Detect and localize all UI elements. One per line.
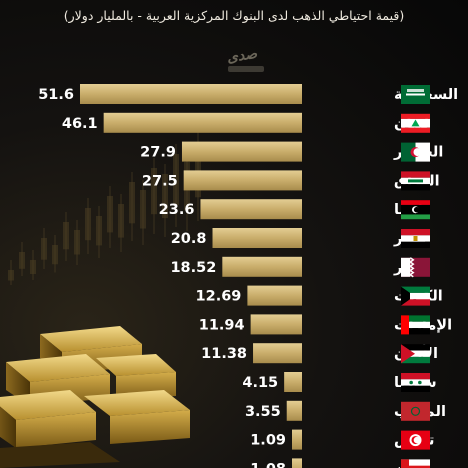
- bar: [200, 199, 302, 220]
- bar: [183, 170, 302, 191]
- candle-body: [118, 204, 124, 238]
- candle-body: [129, 182, 135, 224]
- algeria-flag: [401, 142, 430, 162]
- bar: [292, 429, 302, 450]
- candle-body: [96, 216, 102, 246]
- value-label: 4.15: [242, 375, 278, 391]
- morocco-flag: [401, 401, 430, 421]
- bar: [286, 400, 302, 421]
- candle-body: [63, 222, 69, 250]
- value-label: 18.52: [170, 260, 216, 276]
- jordan-flag: [401, 344, 430, 364]
- candle-body: [140, 190, 146, 229]
- uae-flag: [401, 315, 430, 335]
- value-label: 46.1: [62, 116, 98, 132]
- candle-body: [162, 174, 168, 219]
- candle-body: [74, 230, 80, 255]
- bar: [80, 84, 302, 104]
- candle-body: [19, 252, 25, 269]
- value-label: 23.6: [159, 202, 195, 218]
- logo-underline: [228, 66, 264, 72]
- candle-body: [30, 260, 36, 274]
- value-label: 20.8: [171, 231, 207, 247]
- candle-body: [173, 154, 179, 206]
- bar: [284, 372, 302, 392]
- saudi-arabia-flag: [401, 85, 430, 104]
- candle-body: [85, 208, 91, 241]
- egypt-flag: [401, 229, 430, 248]
- value-label: 1.08: [250, 461, 286, 468]
- bar: [250, 314, 302, 335]
- gold-bars-image: [0, 326, 190, 468]
- bar: [292, 458, 302, 468]
- kuwait-flag: [401, 286, 430, 306]
- candle-body: [151, 168, 157, 215]
- qatar-flag: [401, 257, 430, 278]
- value-label: 1.09: [250, 433, 286, 449]
- syria-flag: [401, 373, 430, 392]
- bar: [212, 228, 302, 248]
- iraq-flag: [401, 171, 430, 191]
- oman-flag: [401, 459, 430, 468]
- value-label: 3.55: [245, 404, 281, 420]
- value-label: 27.9: [140, 145, 176, 161]
- value-label: 11.38: [201, 346, 247, 362]
- value-label: 27.5: [142, 173, 178, 189]
- candle-body: [52, 245, 58, 265]
- candle-body: [195, 142, 201, 198]
- bar: [222, 256, 302, 277]
- value-label: 51.6: [38, 87, 74, 103]
- libya-flag: [401, 200, 430, 220]
- bar: [253, 343, 302, 364]
- value-label: 12.69: [196, 289, 242, 305]
- lebanon-flag: [401, 113, 430, 133]
- bar: [103, 112, 303, 133]
- bar: [247, 285, 302, 306]
- candle-body: [8, 270, 14, 281]
- bar: [181, 141, 302, 162]
- tunisia-flag: [401, 430, 430, 450]
- candle-body: [41, 238, 47, 260]
- candle-body: [107, 196, 113, 233]
- value-label: 11.94: [199, 317, 245, 333]
- chart-subtitle: (قيمة احتياطي الذهب لدى البنوك المركزية …: [63, 8, 405, 23]
